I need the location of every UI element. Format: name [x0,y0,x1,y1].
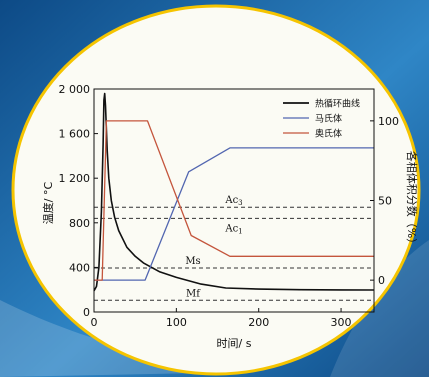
y-tick-label-left: 2 000 [59,83,91,96]
chart-plate [11,4,421,376]
y-tick-label-left: 1 600 [59,128,91,141]
x-tick-label: 0 [91,316,98,329]
reference-lines [94,206,374,301]
legend-label-2: 奥氏体 [315,128,342,140]
reference-label-mf: Mf [186,288,201,299]
y-tick-label-right: 50 [378,195,392,208]
reference-label-ac1: Ac1 [224,223,242,235]
reference-label-ac3: Ac3 [224,195,242,207]
background-glow [330,240,429,377]
reference-label-subscript: 3 [238,199,242,207]
reference-label-subscript: 1 [238,227,242,235]
y-tick-label-right: 0 [378,274,385,287]
x-tick-label: 300 [331,316,352,329]
series-line-1 [94,147,374,281]
y-axis-label-left: 温度/ °C [41,181,55,224]
series-line-2 [94,120,374,281]
reference-label-ms: Ms [185,256,200,267]
background-wave [0,300,250,377]
y-tick-label-left: 800 [69,217,90,230]
y-tick-label-left: 400 [69,261,90,274]
series-line-0 [93,92,375,292]
legend-label-1: 马氏体 [315,113,342,125]
x-tick-label: 100 [166,316,187,329]
x-axis-label: 时间/ s [217,337,252,350]
series-layer [93,92,375,292]
y-axis-label-right: 各相体积分数（%） [405,151,419,249]
ticks: 0 100 200 300 0 400 800 1 200 1 600 2 000 0 50 100 [59,83,400,329]
x-tick-label: 200 [248,316,269,329]
y-tick-label-right: 100 [378,115,399,128]
y-tick-label-left: 0 [83,306,90,319]
annotations: Ac3 Ac1 Ms Mf [185,195,242,299]
legend-label-0: 热循环曲线 [315,98,360,110]
y-tick-label-left: 1 200 [59,172,91,185]
